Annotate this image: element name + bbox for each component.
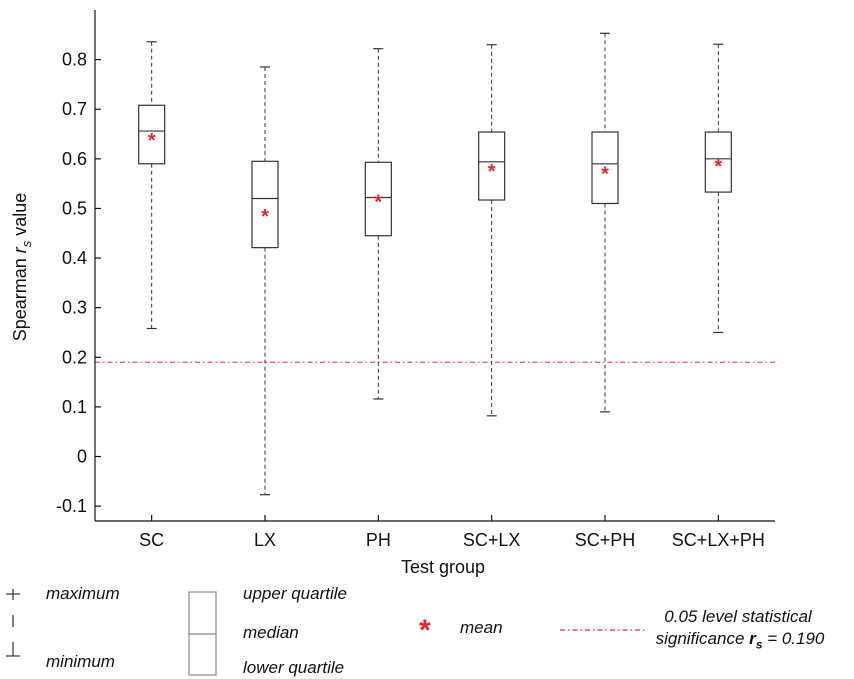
y-tick-label: 0.7 <box>62 99 87 119</box>
box-group: * <box>364 48 392 400</box>
iqr-box <box>364 161 392 237</box>
y-tick-label: -0.1 <box>56 496 87 516</box>
mean-marker: * <box>148 130 156 152</box>
x-tick-label: LX <box>254 530 276 550</box>
x-tick-label: SC+LX+PH <box>672 530 765 550</box>
iqr-box <box>591 131 619 205</box>
y-axis-title-var: r <box>10 246 30 253</box>
iqr-box <box>478 131 506 201</box>
box-group: * <box>704 43 732 334</box>
x-tick-label: PH <box>366 530 391 550</box>
legend-minimum-label: minimum <box>46 652 115 671</box>
y-tick-label: 0.4 <box>62 248 87 268</box>
y-tick-label: 0.1 <box>62 397 87 417</box>
x-tick-label: SC+PH <box>575 530 636 550</box>
legend-box-icon <box>188 591 217 676</box>
legend: maximum minimum upper quartile median lo… <box>0 580 854 679</box>
box-group: * <box>478 44 506 417</box>
y-axis-ticks: -0.1 0 0.1 0.2 0.3 0.4 0.5 0.6 0.7 0.8 <box>56 50 101 516</box>
iqr-box <box>138 104 166 165</box>
x-tick-label: SC <box>139 530 164 550</box>
box-group: * <box>591 32 619 413</box>
legend-significance-var: r <box>749 629 756 648</box>
iqr-box <box>251 160 279 249</box>
mean-marker: * <box>714 156 722 178</box>
legend-whisker-icon <box>6 589 20 657</box>
x-axis-ticks: SC LX PH SC+LX SC+PH SC+LX+PH <box>139 515 765 550</box>
y-tick-label: 0.5 <box>62 198 87 218</box>
y-axis-title: Spearman rs value <box>10 193 34 342</box>
legend-upper-quartile-label: upper quartile <box>243 584 347 603</box>
legend-significance-suffix: = 0.190 <box>762 629 825 648</box>
legend-significance-line2: significance rs = 0.190 <box>628 628 852 655</box>
box-plot-chart: -0.1 0 0.1 0.2 0.3 0.4 0.5 0.6 0.7 0.8 * * * * * * SC L… <box>10 10 775 577</box>
legend-maximum-label: maximum <box>46 584 120 603</box>
mean-marker: * <box>261 206 269 228</box>
x-tick-label: SC+LX <box>463 530 521 550</box>
box-group: * <box>138 41 166 330</box>
y-tick-label: 0.6 <box>62 149 87 169</box>
legend-median-label: median <box>243 623 299 642</box>
y-axis-title-sub: s <box>19 240 34 247</box>
legend-significance-prefix: significance <box>655 629 750 648</box>
legend-significance-sub: s <box>755 637 763 652</box>
box-group: * <box>251 66 279 496</box>
iqr-box <box>704 131 732 193</box>
y-axis-title-tail: value <box>10 193 30 241</box>
mean-marker: * <box>374 192 382 214</box>
y-tick-label: 0.3 <box>62 298 87 318</box>
x-axis-title: Test group <box>401 557 485 577</box>
mean-marker: * <box>488 161 496 183</box>
y-tick-label: 0 <box>77 447 87 467</box>
legend-glyphs <box>6 589 645 676</box>
legend-mean-label: mean <box>460 618 503 637</box>
legend-lower-quartile-label: lower quartile <box>243 658 345 677</box>
box-series: * * * * * * <box>138 32 732 496</box>
mean-marker: * <box>601 164 609 186</box>
y-axis-title-main: Spearman <box>10 253 30 341</box>
y-tick-label: 0.2 <box>62 347 87 367</box>
legend-significance-line1: 0.05 level statistical <box>664 607 812 626</box>
y-tick-label: 0.8 <box>62 50 87 70</box>
legend-mean-asterisk-icon: * <box>419 614 431 647</box>
